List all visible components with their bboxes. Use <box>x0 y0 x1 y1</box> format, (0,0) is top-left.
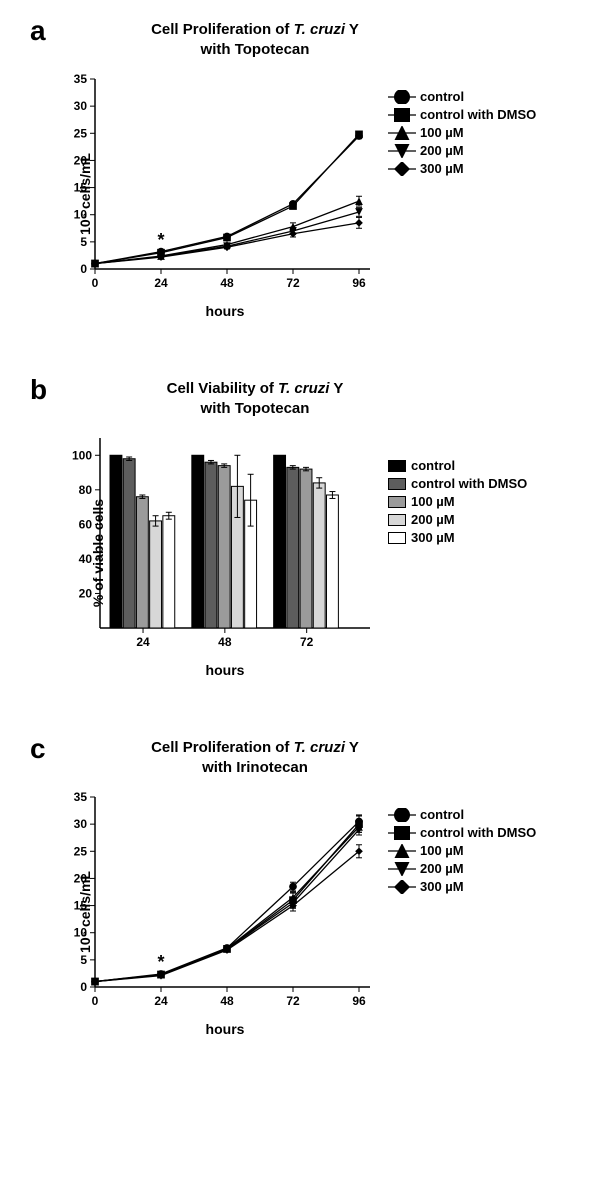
panel-c-chart: 05101520253035024487296* <box>50 787 380 1017</box>
svg-text:30: 30 <box>74 99 88 113</box>
svg-text:72: 72 <box>286 276 300 290</box>
panel-b-label: b <box>30 374 47 406</box>
panel-c-label: c <box>30 733 46 765</box>
panel-b: b Cell Viability of T. cruzi Y with Topo… <box>10 379 590 678</box>
panel-c: c Cell Proliferation of T. cruzi Y with … <box>10 738 590 1037</box>
svg-text:0: 0 <box>92 276 99 290</box>
legend-item: control with DMSO <box>388 825 536 840</box>
legend-item: 200 µM <box>388 512 527 527</box>
panel-a-ylabel: 10⁶ cells/mL <box>77 153 93 235</box>
panel-a-title: Cell Proliferation of T. cruzi Y with To… <box>0 20 590 59</box>
svg-text:24: 24 <box>154 994 168 1008</box>
legend-item: control <box>388 807 536 822</box>
svg-text:5: 5 <box>80 953 87 967</box>
panel-b-title: Cell Viability of T. cruzi Y with Topote… <box>0 379 590 418</box>
svg-text:*: * <box>157 230 164 250</box>
legend-item: 200 µM <box>388 861 536 876</box>
legend-item: control <box>388 458 527 473</box>
legend-item: 300 µM <box>388 879 536 894</box>
legend-item: 300 µM <box>388 530 527 545</box>
legend-item: control with DMSO <box>388 107 536 122</box>
svg-text:30: 30 <box>74 817 88 831</box>
panel-c-ylabel: 10⁶ cells/mL <box>77 871 93 953</box>
svg-text:24: 24 <box>136 635 150 649</box>
svg-text:96: 96 <box>352 276 366 290</box>
svg-text:35: 35 <box>74 790 88 804</box>
panel-b-legend: control control with DMSO 100 µM 200 µM 300 … <box>388 458 527 548</box>
panel-c-xlabel: hours <box>70 1021 380 1037</box>
svg-text:48: 48 <box>220 994 234 1008</box>
svg-text:25: 25 <box>74 126 88 140</box>
panel-b-xlabel: hours <box>70 662 380 678</box>
svg-text:72: 72 <box>286 994 300 1008</box>
svg-text:0: 0 <box>80 980 87 994</box>
svg-text:0: 0 <box>92 994 99 1008</box>
legend-item: 200 µM <box>388 143 536 158</box>
legend-item: 100 µM <box>388 125 536 140</box>
legend-item: 300 µM <box>388 161 536 176</box>
legend-item: 100 µM <box>388 843 536 858</box>
svg-text:*: * <box>157 952 164 972</box>
legend-item: control with DMSO <box>388 476 527 491</box>
svg-text:96: 96 <box>352 994 366 1008</box>
svg-text:48: 48 <box>220 276 234 290</box>
panel-b-ylabel: % of viable cells <box>90 499 106 607</box>
panel-a-legend: control control with DMSO 100 µM 200 µM 300 … <box>388 89 536 179</box>
svg-text:48: 48 <box>218 635 232 649</box>
svg-text:0: 0 <box>80 262 87 276</box>
svg-text:80: 80 <box>79 483 93 497</box>
legend-item: control <box>388 89 536 104</box>
legend-item: 100 µM <box>388 494 527 509</box>
panel-a-xlabel: hours <box>70 303 380 319</box>
svg-text:72: 72 <box>300 635 314 649</box>
panel-c-legend: control control with DMSO 100 µM 200 µM 300 … <box>388 807 536 897</box>
svg-text:5: 5 <box>80 235 87 249</box>
panel-a: a Cell Proliferation of T. cruzi Y with … <box>10 20 590 319</box>
svg-text:35: 35 <box>74 72 88 86</box>
panel-a-chart: 05101520253035024487296* <box>50 69 380 299</box>
svg-text:100: 100 <box>72 448 92 462</box>
svg-text:24: 24 <box>154 276 168 290</box>
svg-text:25: 25 <box>74 844 88 858</box>
panel-c-title: Cell Proliferation of T. cruzi Y with Ir… <box>0 738 590 777</box>
panel-a-label: a <box>30 15 46 47</box>
